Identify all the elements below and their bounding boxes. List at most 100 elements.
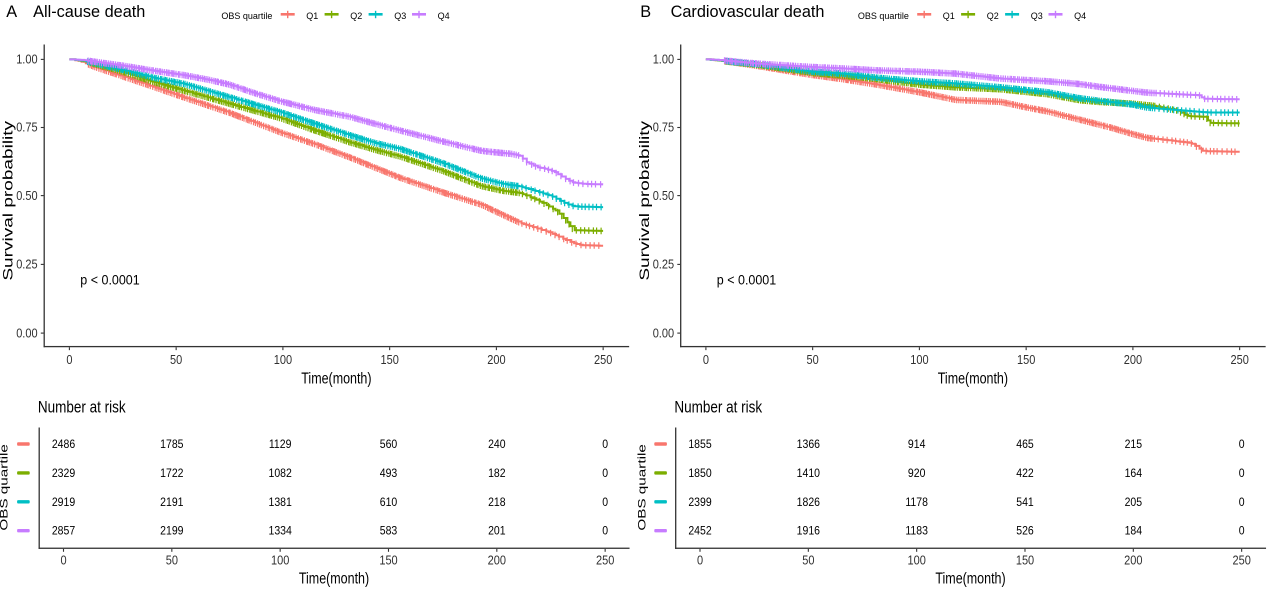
svg-text:1.00: 1.00 xyxy=(16,52,38,67)
svg-text:Time(month): Time(month) xyxy=(299,569,369,587)
svg-text:Q1: Q1 xyxy=(306,11,318,21)
svg-text:100: 100 xyxy=(907,553,926,568)
svg-text:0: 0 xyxy=(602,467,608,480)
svg-text:205: 205 xyxy=(1125,496,1142,509)
svg-text:Q1: Q1 xyxy=(943,11,955,21)
svg-text:0.75: 0.75 xyxy=(653,120,675,135)
svg-text:0: 0 xyxy=(60,553,66,568)
svg-text:0: 0 xyxy=(602,439,608,452)
svg-text:1334: 1334 xyxy=(269,525,292,538)
svg-text:100: 100 xyxy=(274,352,293,367)
svg-text:2857: 2857 xyxy=(52,525,75,538)
svg-text:1366: 1366 xyxy=(797,439,820,452)
svg-text:150: 150 xyxy=(1016,553,1035,568)
svg-text:0: 0 xyxy=(1239,439,1245,452)
svg-text:1785: 1785 xyxy=(160,439,183,452)
svg-text:Number at risk: Number at risk xyxy=(674,398,762,417)
svg-text:OBS quartile: OBS quartile xyxy=(858,11,909,21)
svg-text:164: 164 xyxy=(1125,467,1142,480)
svg-text:Cardiovascular death: Cardiovascular death xyxy=(671,3,825,21)
svg-text:Time(month): Time(month) xyxy=(938,369,1008,387)
svg-text:200: 200 xyxy=(487,352,506,367)
svg-text:0.25: 0.25 xyxy=(653,257,675,272)
svg-text:1129: 1129 xyxy=(269,439,292,452)
svg-text:2199: 2199 xyxy=(160,525,183,538)
svg-text:100: 100 xyxy=(271,553,290,568)
svg-text:1850: 1850 xyxy=(688,467,711,480)
svg-text:Q2: Q2 xyxy=(987,11,999,21)
svg-text:1082: 1082 xyxy=(269,467,292,480)
svg-text:Q3: Q3 xyxy=(1031,11,1043,21)
svg-text:0: 0 xyxy=(703,352,709,367)
svg-text:1722: 1722 xyxy=(160,467,183,480)
svg-text:50: 50 xyxy=(166,553,179,568)
svg-text:50: 50 xyxy=(802,553,815,568)
svg-text:Number at risk: Number at risk xyxy=(38,398,126,417)
svg-text:0: 0 xyxy=(697,553,703,568)
svg-text:Q4: Q4 xyxy=(438,11,450,21)
svg-text:150: 150 xyxy=(379,553,398,568)
svg-text:182: 182 xyxy=(488,467,505,480)
svg-text:50: 50 xyxy=(170,352,183,367)
svg-text:0: 0 xyxy=(1239,525,1245,538)
svg-text:218: 218 xyxy=(488,496,505,509)
svg-text:Time(month): Time(month) xyxy=(301,369,371,387)
svg-text:Q3: Q3 xyxy=(394,11,406,21)
svg-text:914: 914 xyxy=(908,439,925,452)
svg-text:0: 0 xyxy=(1239,496,1245,509)
svg-text:0: 0 xyxy=(602,496,608,509)
svg-text:920: 920 xyxy=(908,467,925,480)
svg-text:p < 0.0001: p < 0.0001 xyxy=(80,272,139,288)
svg-text:250: 250 xyxy=(1232,553,1251,568)
svg-text:184: 184 xyxy=(1125,525,1142,538)
svg-text:1178: 1178 xyxy=(905,496,928,509)
svg-text:2919: 2919 xyxy=(52,496,75,509)
svg-text:0.00: 0.00 xyxy=(653,326,675,341)
svg-text:150: 150 xyxy=(380,352,399,367)
svg-text:Survival probability: Survival probability xyxy=(637,120,652,281)
svg-text:OBS quartile: OBS quartile xyxy=(635,444,647,531)
svg-text:1855: 1855 xyxy=(688,439,711,452)
svg-text:250: 250 xyxy=(596,553,615,568)
svg-text:1826: 1826 xyxy=(797,496,820,509)
svg-text:1916: 1916 xyxy=(797,525,820,538)
svg-text:560: 560 xyxy=(380,439,397,452)
svg-text:OBS quartile: OBS quartile xyxy=(221,11,272,21)
svg-text:1.00: 1.00 xyxy=(653,52,675,67)
svg-text:610: 610 xyxy=(380,496,397,509)
svg-text:526: 526 xyxy=(1016,525,1033,538)
svg-text:0.25: 0.25 xyxy=(16,257,38,272)
svg-text:All-cause death: All-cause death xyxy=(33,3,145,21)
svg-text:2486: 2486 xyxy=(52,439,75,452)
svg-text:2191: 2191 xyxy=(160,496,183,509)
svg-text:0.50: 0.50 xyxy=(16,188,38,203)
svg-text:A: A xyxy=(6,3,17,21)
svg-text:0: 0 xyxy=(602,525,608,538)
svg-text:B: B xyxy=(640,3,651,21)
svg-text:1183: 1183 xyxy=(905,525,928,538)
svg-text:Q2: Q2 xyxy=(350,11,362,21)
svg-text:Survival probability: Survival probability xyxy=(1,120,16,281)
svg-text:200: 200 xyxy=(1124,553,1143,568)
svg-text:250: 250 xyxy=(594,352,613,367)
svg-text:p < 0.0001: p < 0.0001 xyxy=(717,272,776,288)
svg-text:0.50: 0.50 xyxy=(653,188,675,203)
svg-text:Time(month): Time(month) xyxy=(935,569,1005,587)
svg-text:201: 201 xyxy=(488,525,505,538)
svg-text:0: 0 xyxy=(1239,467,1245,480)
svg-text:541: 541 xyxy=(1016,496,1033,509)
svg-text:150: 150 xyxy=(1017,352,1036,367)
svg-text:422: 422 xyxy=(1016,467,1033,480)
svg-text:1381: 1381 xyxy=(269,496,292,509)
svg-text:465: 465 xyxy=(1016,439,1033,452)
svg-text:200: 200 xyxy=(1124,352,1143,367)
svg-text:1410: 1410 xyxy=(797,467,820,480)
svg-text:50: 50 xyxy=(807,352,820,367)
svg-text:0.75: 0.75 xyxy=(16,120,38,135)
svg-text:Q4: Q4 xyxy=(1074,11,1086,21)
svg-text:OBS quartile: OBS quartile xyxy=(0,444,10,531)
svg-text:100: 100 xyxy=(910,352,929,367)
svg-text:240: 240 xyxy=(488,439,505,452)
svg-text:0: 0 xyxy=(66,352,72,367)
svg-text:215: 215 xyxy=(1125,439,1142,452)
